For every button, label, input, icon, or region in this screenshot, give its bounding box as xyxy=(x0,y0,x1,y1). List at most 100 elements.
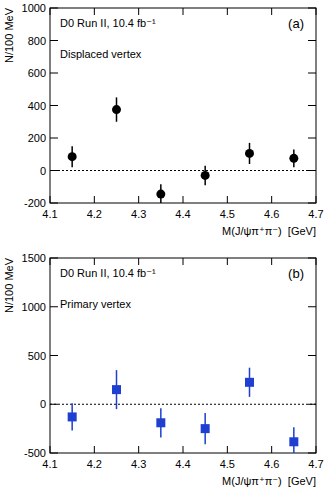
y-tick-label: 0 xyxy=(40,165,46,177)
y-tick xyxy=(50,355,58,356)
x-tick xyxy=(138,196,139,203)
y-tick-right xyxy=(308,258,316,259)
point xyxy=(156,418,165,427)
title: D0 Run II, 10.4 fb⁻¹ xyxy=(60,267,156,279)
y-tick xyxy=(50,306,58,307)
x-tick-label: 4.1 xyxy=(42,458,57,470)
y-tick-label: 200 xyxy=(28,132,46,144)
x-tick-top xyxy=(227,258,228,265)
y-tick-label: 1500 xyxy=(22,252,46,264)
y-tick xyxy=(50,105,58,106)
point xyxy=(245,149,254,158)
point xyxy=(156,190,165,199)
y-tick-right xyxy=(308,105,316,106)
x-tick xyxy=(94,196,95,203)
y-tick-right xyxy=(308,8,316,9)
subtitle: Primary vertex xyxy=(60,298,131,310)
x-tick-top xyxy=(94,8,95,15)
x-tick xyxy=(271,446,272,453)
panel-letter: (b) xyxy=(288,266,304,281)
x-tick xyxy=(138,446,139,453)
y-axis-label: N/100 MeV xyxy=(3,257,15,313)
panel: 4.1 4.2 4.3 4.4 4.5 4.6 4.7 -200 0 200 400 600 800 10… xyxy=(3,2,324,237)
y-tick-right xyxy=(308,40,316,41)
y-tick-label: 1000 xyxy=(22,2,46,14)
x-tick-top xyxy=(138,258,139,265)
y-tick-right xyxy=(308,203,316,204)
x-tick-label: 4.7 xyxy=(308,208,323,220)
x-tick-top xyxy=(50,8,51,15)
data-group xyxy=(50,368,316,453)
x-tick xyxy=(183,196,184,203)
y-tick-right xyxy=(308,453,316,454)
y-tick xyxy=(50,73,58,74)
x-tick-top xyxy=(183,8,184,15)
x-tick-label: 4.5 xyxy=(220,458,235,470)
x-axis-label: M(J/ψπ⁺π⁻) [GeV] xyxy=(222,475,316,487)
point xyxy=(112,105,121,114)
x-tick-top xyxy=(227,8,228,15)
point xyxy=(68,152,77,161)
plot-frame xyxy=(50,8,316,203)
point xyxy=(112,385,121,394)
x-tick xyxy=(50,446,51,453)
y-tick-label: -200 xyxy=(24,197,46,209)
y-tick xyxy=(50,8,58,9)
point xyxy=(68,412,77,421)
y-tick-label: 400 xyxy=(28,100,46,112)
x-tick xyxy=(50,196,51,203)
y-tick-label: 1000 xyxy=(22,301,46,313)
x-tick xyxy=(183,446,184,453)
x-tick-label: 4.6 xyxy=(264,208,279,220)
y-tick-right xyxy=(308,138,316,139)
subtitle: Displaced vertex xyxy=(60,48,142,60)
x-tick-label: 4.4 xyxy=(175,458,190,470)
point xyxy=(289,437,298,446)
y-tick-right xyxy=(308,306,316,307)
y-tick-right xyxy=(308,355,316,356)
y-tick xyxy=(50,203,58,204)
y-tick xyxy=(50,258,58,259)
x-tick-top xyxy=(271,258,272,265)
x-tick-label: 4.1 xyxy=(42,208,57,220)
y-tick-label: 800 xyxy=(28,35,46,47)
x-tick-top xyxy=(271,8,272,15)
y-axis-label: N/100 MeV xyxy=(3,7,15,63)
x-tick-label: 4.3 xyxy=(131,458,146,470)
point xyxy=(289,154,298,163)
figure: 4.1 4.2 4.3 4.4 4.5 4.6 4.7 -200 0 200 400 600 800 10… xyxy=(0,0,326,501)
x-tick-label: 4.5 xyxy=(220,208,235,220)
zero-line xyxy=(50,404,316,405)
x-tick-label: 4.3 xyxy=(131,208,146,220)
y-tick-right xyxy=(308,73,316,74)
y-tick xyxy=(50,453,58,454)
x-tick-top xyxy=(50,258,51,265)
point xyxy=(245,378,254,387)
x-tick-top xyxy=(183,258,184,265)
plot-frame xyxy=(50,258,316,453)
zero-line xyxy=(50,170,316,171)
y-tick-label: 0 xyxy=(40,398,46,410)
y-tick xyxy=(50,138,58,139)
data-group xyxy=(50,97,316,203)
x-tick-top xyxy=(316,258,317,265)
x-tick xyxy=(94,446,95,453)
x-tick-top xyxy=(138,8,139,15)
x-tick xyxy=(271,196,272,203)
point xyxy=(201,171,210,180)
x-tick-label: 4.2 xyxy=(87,458,102,470)
x-tick xyxy=(316,196,317,203)
x-tick-label: 4.6 xyxy=(264,458,279,470)
x-tick xyxy=(316,446,317,453)
y-tick-label: 500 xyxy=(28,350,46,362)
panel: 4.14.24.34.44.54.64.7-500050010001500M(J… xyxy=(3,252,324,487)
x-tick-label: 4.4 xyxy=(175,208,190,220)
x-tick-label: 4.2 xyxy=(87,208,102,220)
y-tick-label: -500 xyxy=(24,447,46,459)
y-tick xyxy=(50,40,58,41)
x-tick-top xyxy=(316,8,317,15)
point xyxy=(201,424,210,433)
x-tick xyxy=(227,446,228,453)
x-tick xyxy=(227,196,228,203)
y-tick-label: 600 xyxy=(28,67,46,79)
